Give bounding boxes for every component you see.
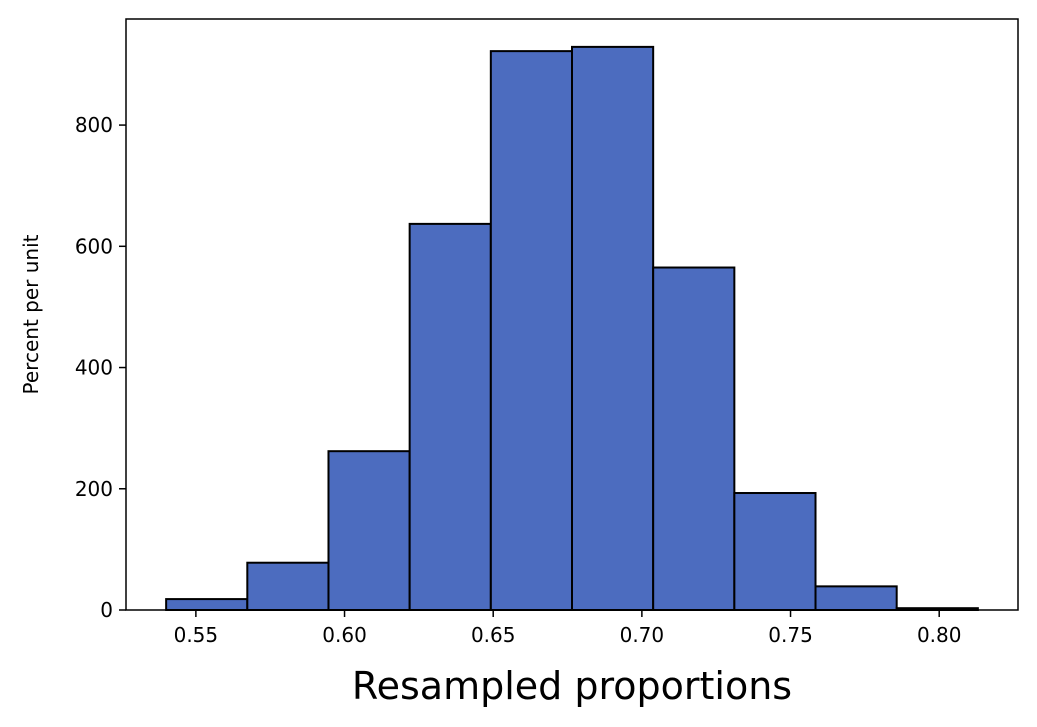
histogram-bar	[246, 561, 330, 611]
x-tick-label: 0.75	[768, 623, 813, 647]
histogram-bar	[814, 585, 898, 611]
y-tick-label: 200	[75, 477, 113, 501]
histogram-bar	[327, 450, 411, 611]
x-tick-label: 0.60	[322, 623, 367, 647]
x-tick-label: 0.65	[471, 623, 516, 647]
y-axis-title: Percent per unit	[19, 234, 43, 394]
x-tick-label: 0.70	[620, 623, 665, 647]
y-tick-label: 800	[75, 113, 113, 137]
histogram-bar	[408, 222, 492, 611]
histogram-bar	[733, 492, 817, 611]
x-tick-label: 0.80	[917, 623, 962, 647]
histogram-bar	[571, 45, 655, 612]
y-axis-ticks: 0 200 400 600 800	[75, 113, 126, 622]
x-axis-ticks: 0.55 0.60 0.65 0.70 0.75 0.80	[174, 610, 962, 647]
y-tick-label: 400	[75, 356, 113, 380]
plot-frame	[125, 18, 1019, 611]
histogram-bar	[652, 266, 736, 611]
histogram-bar	[489, 50, 573, 611]
bars-group	[165, 45, 979, 612]
y-tick-label: 600	[75, 234, 113, 258]
histogram-bar	[165, 598, 249, 612]
x-tick-label: 0.55	[174, 623, 219, 647]
y-tick-label: 0	[100, 598, 113, 622]
x-axis-title: Resampled proportions	[352, 664, 792, 708]
